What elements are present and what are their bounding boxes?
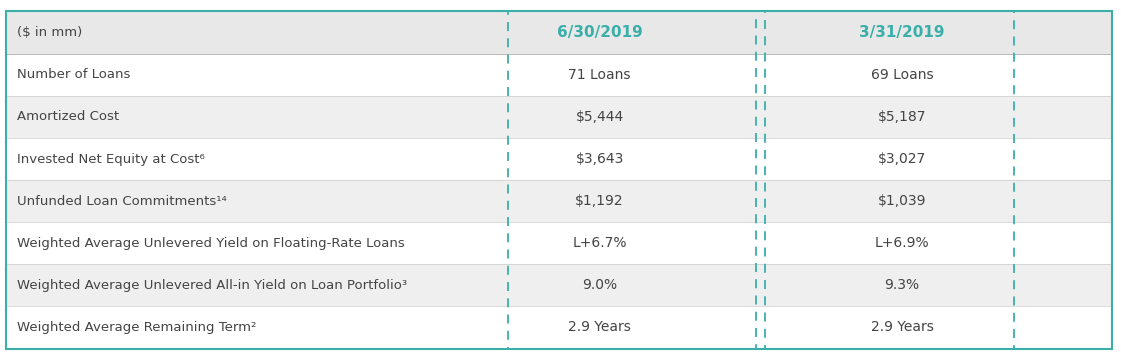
Text: Unfunded Loan Commitments¹⁴: Unfunded Loan Commitments¹⁴ [18, 195, 228, 208]
Text: Invested Net Equity at Cost⁶: Invested Net Equity at Cost⁶ [18, 153, 205, 166]
Text: 9.0%: 9.0% [582, 278, 618, 292]
Text: $3,027: $3,027 [878, 152, 926, 166]
Text: $1,192: $1,192 [575, 194, 624, 208]
Text: Amortized Cost: Amortized Cost [18, 111, 120, 123]
Text: 9.3%: 9.3% [884, 278, 919, 292]
Text: $5,187: $5,187 [878, 110, 926, 124]
Text: 2.9 Years: 2.9 Years [871, 320, 934, 334]
Text: $3,643: $3,643 [575, 152, 624, 166]
Text: L+6.7%: L+6.7% [573, 236, 627, 250]
Text: 6/30/2019: 6/30/2019 [557, 25, 642, 40]
Text: Number of Loans: Number of Loans [18, 68, 131, 81]
Text: 2.9 Years: 2.9 Years [568, 320, 631, 334]
Bar [7, 264, 1112, 306]
Text: L+6.9%: L+6.9% [874, 236, 929, 250]
Text: 71 Loans: 71 Loans [568, 68, 631, 82]
Text: Weighted Average Unlevered All-in Yield on Loan Portfolio³: Weighted Average Unlevered All-in Yield … [18, 279, 408, 292]
Text: Weighted Average Unlevered Yield on Floating-Rate Loans: Weighted Average Unlevered Yield on Floa… [18, 237, 405, 250]
Bar [7, 180, 1112, 222]
Text: Weighted Average Remaining Term²: Weighted Average Remaining Term² [18, 321, 257, 334]
Bar [7, 138, 1112, 180]
Text: $5,444: $5,444 [575, 110, 623, 124]
Text: 3/31/2019: 3/31/2019 [859, 25, 945, 40]
Bar [7, 306, 1112, 348]
Bar [7, 12, 1112, 54]
Bar [7, 96, 1112, 138]
Text: $1,039: $1,039 [878, 194, 926, 208]
Bar [7, 54, 1112, 96]
Text: 69 Loans: 69 Loans [871, 68, 934, 82]
Bar [508, 12, 757, 348]
Bar [7, 222, 1112, 264]
Text: ($ in mm): ($ in mm) [18, 26, 83, 39]
Bar [766, 12, 1013, 348]
